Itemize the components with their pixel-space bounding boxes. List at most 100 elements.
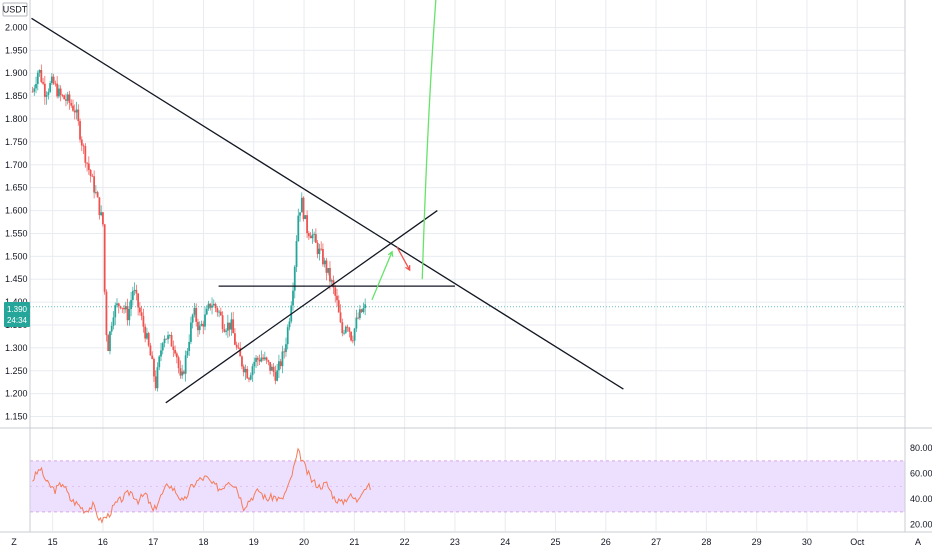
candle-body: [351, 340, 354, 342]
price-tick-label: 1.600: [5, 206, 28, 216]
price-tick-label: 1.200: [5, 389, 28, 399]
candle-body: [59, 88, 62, 96]
candle-body: [320, 248, 323, 250]
candle-body: [279, 361, 282, 367]
candle-body: [146, 333, 148, 339]
candle-body: [274, 372, 277, 381]
candle-body: [360, 309, 363, 312]
price-tick-label: 1.800: [5, 114, 28, 124]
candle-body: [105, 291, 108, 336]
candle-body: [91, 175, 94, 177]
time-tick-label: 27: [651, 537, 661, 547]
time-tick-label: 22: [400, 537, 410, 547]
projection-arrow: [396, 246, 411, 271]
price-badge: 1.390 24:34: [4, 302, 30, 327]
rsi-band-fill: [30, 460, 905, 512]
candle-body: [93, 176, 96, 193]
candle-body: [239, 347, 242, 357]
candle-body: [253, 361, 256, 367]
candle-body: [353, 328, 356, 341]
candle-body: [100, 212, 103, 216]
candle-body: [295, 241, 298, 267]
candle-body: [221, 315, 224, 330]
time-tick-label: 25: [550, 537, 560, 547]
price-tick-label: 1.500: [5, 251, 28, 261]
price-tick-label: 1.650: [5, 183, 28, 193]
rsi-series: [32, 447, 371, 524]
candle-body: [260, 357, 263, 362]
zoom-button[interactable]: Z: [11, 537, 17, 547]
candle-body: [278, 361, 280, 371]
candle-body: [110, 325, 113, 332]
candle-body: [158, 356, 161, 368]
candle-body: [172, 346, 175, 350]
candle-body: [149, 345, 152, 356]
candle-body: [256, 357, 259, 360]
candle-body: [272, 366, 275, 373]
candle-body: [339, 312, 342, 323]
price-tick-label: 1.250: [5, 366, 28, 376]
candle-body: [248, 378, 250, 380]
candle-body: [276, 370, 279, 381]
candle-body: [300, 197, 303, 213]
trendlines: [31, 17, 624, 404]
candle-body: [216, 308, 219, 313]
candle-body: [311, 234, 314, 239]
candle-body: [45, 94, 48, 97]
candle-body: [306, 215, 308, 234]
time-tick-label: 28: [701, 537, 711, 547]
candle-body: [177, 357, 180, 369]
candle-body: [66, 94, 69, 101]
candle-body: [228, 322, 231, 330]
time-tick-label: 19: [249, 537, 259, 547]
candle-body: [179, 368, 182, 376]
candle-body: [322, 248, 324, 265]
candle-body: [211, 305, 213, 308]
candle-body: [265, 357, 268, 361]
candle-body: [140, 312, 143, 317]
candle-body: [346, 326, 349, 328]
candle-body: [223, 329, 226, 332]
candle-body: [114, 305, 117, 318]
candle-body: [195, 307, 198, 322]
time-tick-label: 17: [148, 537, 158, 547]
candle-body: [165, 338, 168, 340]
price-tick-label: 1.450: [5, 274, 28, 284]
candle-body: [197, 321, 199, 331]
candle-body: [50, 76, 53, 84]
candle-body: [237, 347, 240, 349]
candle-body: [58, 88, 60, 97]
candle-body: [234, 333, 236, 345]
candle-body: [358, 309, 361, 319]
candle-body: [304, 215, 307, 220]
candle-body: [112, 317, 115, 326]
candle-body: [285, 344, 287, 353]
arrow-head: [387, 250, 394, 257]
currency-label-box[interactable]: USDT: [2, 2, 28, 17]
grid-lines: [30, 0, 905, 531]
candle-body: [232, 319, 235, 334]
candle-body: [135, 289, 138, 294]
candle-body: [181, 371, 184, 376]
candle-body: [357, 317, 360, 319]
candle-body: [138, 307, 141, 313]
candle-body: [154, 376, 157, 389]
candle-body: [235, 344, 238, 348]
candle-body: [38, 70, 41, 73]
candle-body: [40, 70, 43, 82]
projection-arrow: [421, 0, 437, 280]
candle-body: [323, 260, 326, 265]
candle-body: [109, 331, 111, 352]
candle-body: [63, 95, 66, 100]
candle-body: [355, 317, 358, 329]
auto-scale-button[interactable]: A: [915, 537, 921, 547]
candle-body: [147, 333, 150, 346]
time-axis: 15 16 17 18 19 20 21 22 23 24 25 26 27 28 29 30 Oct: [48, 537, 865, 547]
candle-body: [82, 145, 85, 147]
candle-body: [202, 323, 205, 327]
arrow-head: [405, 265, 411, 272]
candle-body: [350, 331, 352, 341]
candle-body: [226, 322, 229, 331]
rsi-tick-label: 80.00: [910, 443, 932, 453]
candle-body: [207, 303, 210, 309]
